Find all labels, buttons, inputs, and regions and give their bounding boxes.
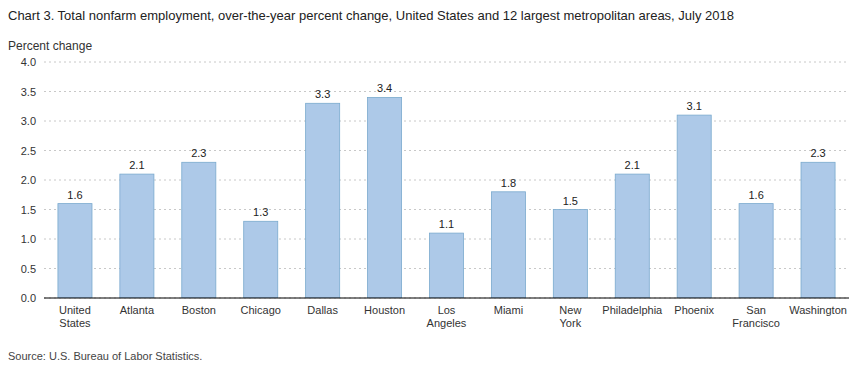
y-axis-label: Percent change bbox=[8, 39, 92, 53]
y-tick-label: 3.0 bbox=[21, 115, 36, 127]
x-tick-label: LosAngeles bbox=[427, 304, 467, 329]
bars bbox=[58, 97, 835, 298]
grid-line bbox=[44, 91, 849, 92]
y-tick-label: 1.0 bbox=[21, 233, 36, 245]
bar bbox=[58, 204, 92, 298]
y-tick-label: 4.0 bbox=[21, 56, 36, 68]
bar bbox=[615, 174, 649, 298]
data-label: 1.6 bbox=[67, 189, 82, 201]
x-tick-label: Philadelphia bbox=[602, 304, 663, 316]
title: Chart 3. Total nonfarm employment, over-… bbox=[8, 8, 734, 23]
x-tick-label: Atlanta bbox=[120, 304, 155, 316]
x-tick-label: NewYork bbox=[559, 304, 581, 329]
y-tick-label: 1.5 bbox=[21, 204, 36, 216]
bar bbox=[244, 221, 278, 298]
x-tick-label: UnitedStates bbox=[59, 304, 91, 329]
chart: Chart 3. Total nonfarm employment, over-… bbox=[0, 0, 861, 368]
bar bbox=[120, 174, 154, 298]
data-label: 2.1 bbox=[625, 159, 640, 171]
grid-line bbox=[44, 180, 849, 181]
data-label: 2.3 bbox=[191, 147, 206, 159]
grid-line bbox=[44, 150, 849, 151]
data-label: 2.1 bbox=[129, 159, 144, 171]
data-label: 3.4 bbox=[377, 82, 392, 94]
grid-line bbox=[44, 121, 849, 122]
grid-line bbox=[44, 298, 849, 299]
source: Source: U.S. Bureau of Labor Statistics. bbox=[8, 350, 202, 362]
x-tick-label: Chicago bbox=[241, 304, 281, 316]
data-label: 1.8 bbox=[501, 177, 516, 189]
data-label: 1.6 bbox=[748, 189, 763, 201]
data-label: 3.1 bbox=[687, 100, 702, 112]
data-label: 1.5 bbox=[563, 195, 578, 207]
bar bbox=[553, 210, 587, 299]
bar bbox=[801, 162, 835, 298]
grid-line bbox=[44, 62, 849, 63]
data-label: 2.3 bbox=[810, 147, 825, 159]
bar bbox=[368, 97, 402, 298]
bar bbox=[429, 233, 463, 298]
data-label: 1.1 bbox=[439, 218, 454, 230]
grid bbox=[44, 62, 849, 298]
y-tick-label: 0.5 bbox=[21, 263, 36, 275]
x-tick-label: Houston bbox=[364, 304, 405, 316]
bar bbox=[677, 115, 711, 298]
bar bbox=[739, 204, 773, 298]
x-axis-line bbox=[44, 298, 849, 299]
bar bbox=[182, 162, 216, 298]
bar bbox=[491, 192, 525, 298]
y-tick-label: 3.5 bbox=[21, 86, 36, 98]
y-tick-label: 2.0 bbox=[21, 174, 36, 186]
data-label: 1.3 bbox=[253, 206, 268, 218]
x-tick-label: Washington bbox=[789, 304, 847, 316]
x-tick-label: Dallas bbox=[307, 304, 338, 316]
x-tick-label: Boston bbox=[182, 304, 216, 316]
x-tick-label: Miami bbox=[494, 304, 523, 316]
y-tick-label: 0.0 bbox=[21, 292, 36, 304]
grid-line bbox=[44, 209, 849, 210]
x-tick-label: SanFrancisco bbox=[732, 304, 780, 329]
bar bbox=[306, 103, 340, 298]
y-tick-label: 2.5 bbox=[21, 145, 36, 157]
data-label: 3.3 bbox=[315, 88, 330, 100]
x-tick-label: Phoenix bbox=[674, 304, 714, 316]
